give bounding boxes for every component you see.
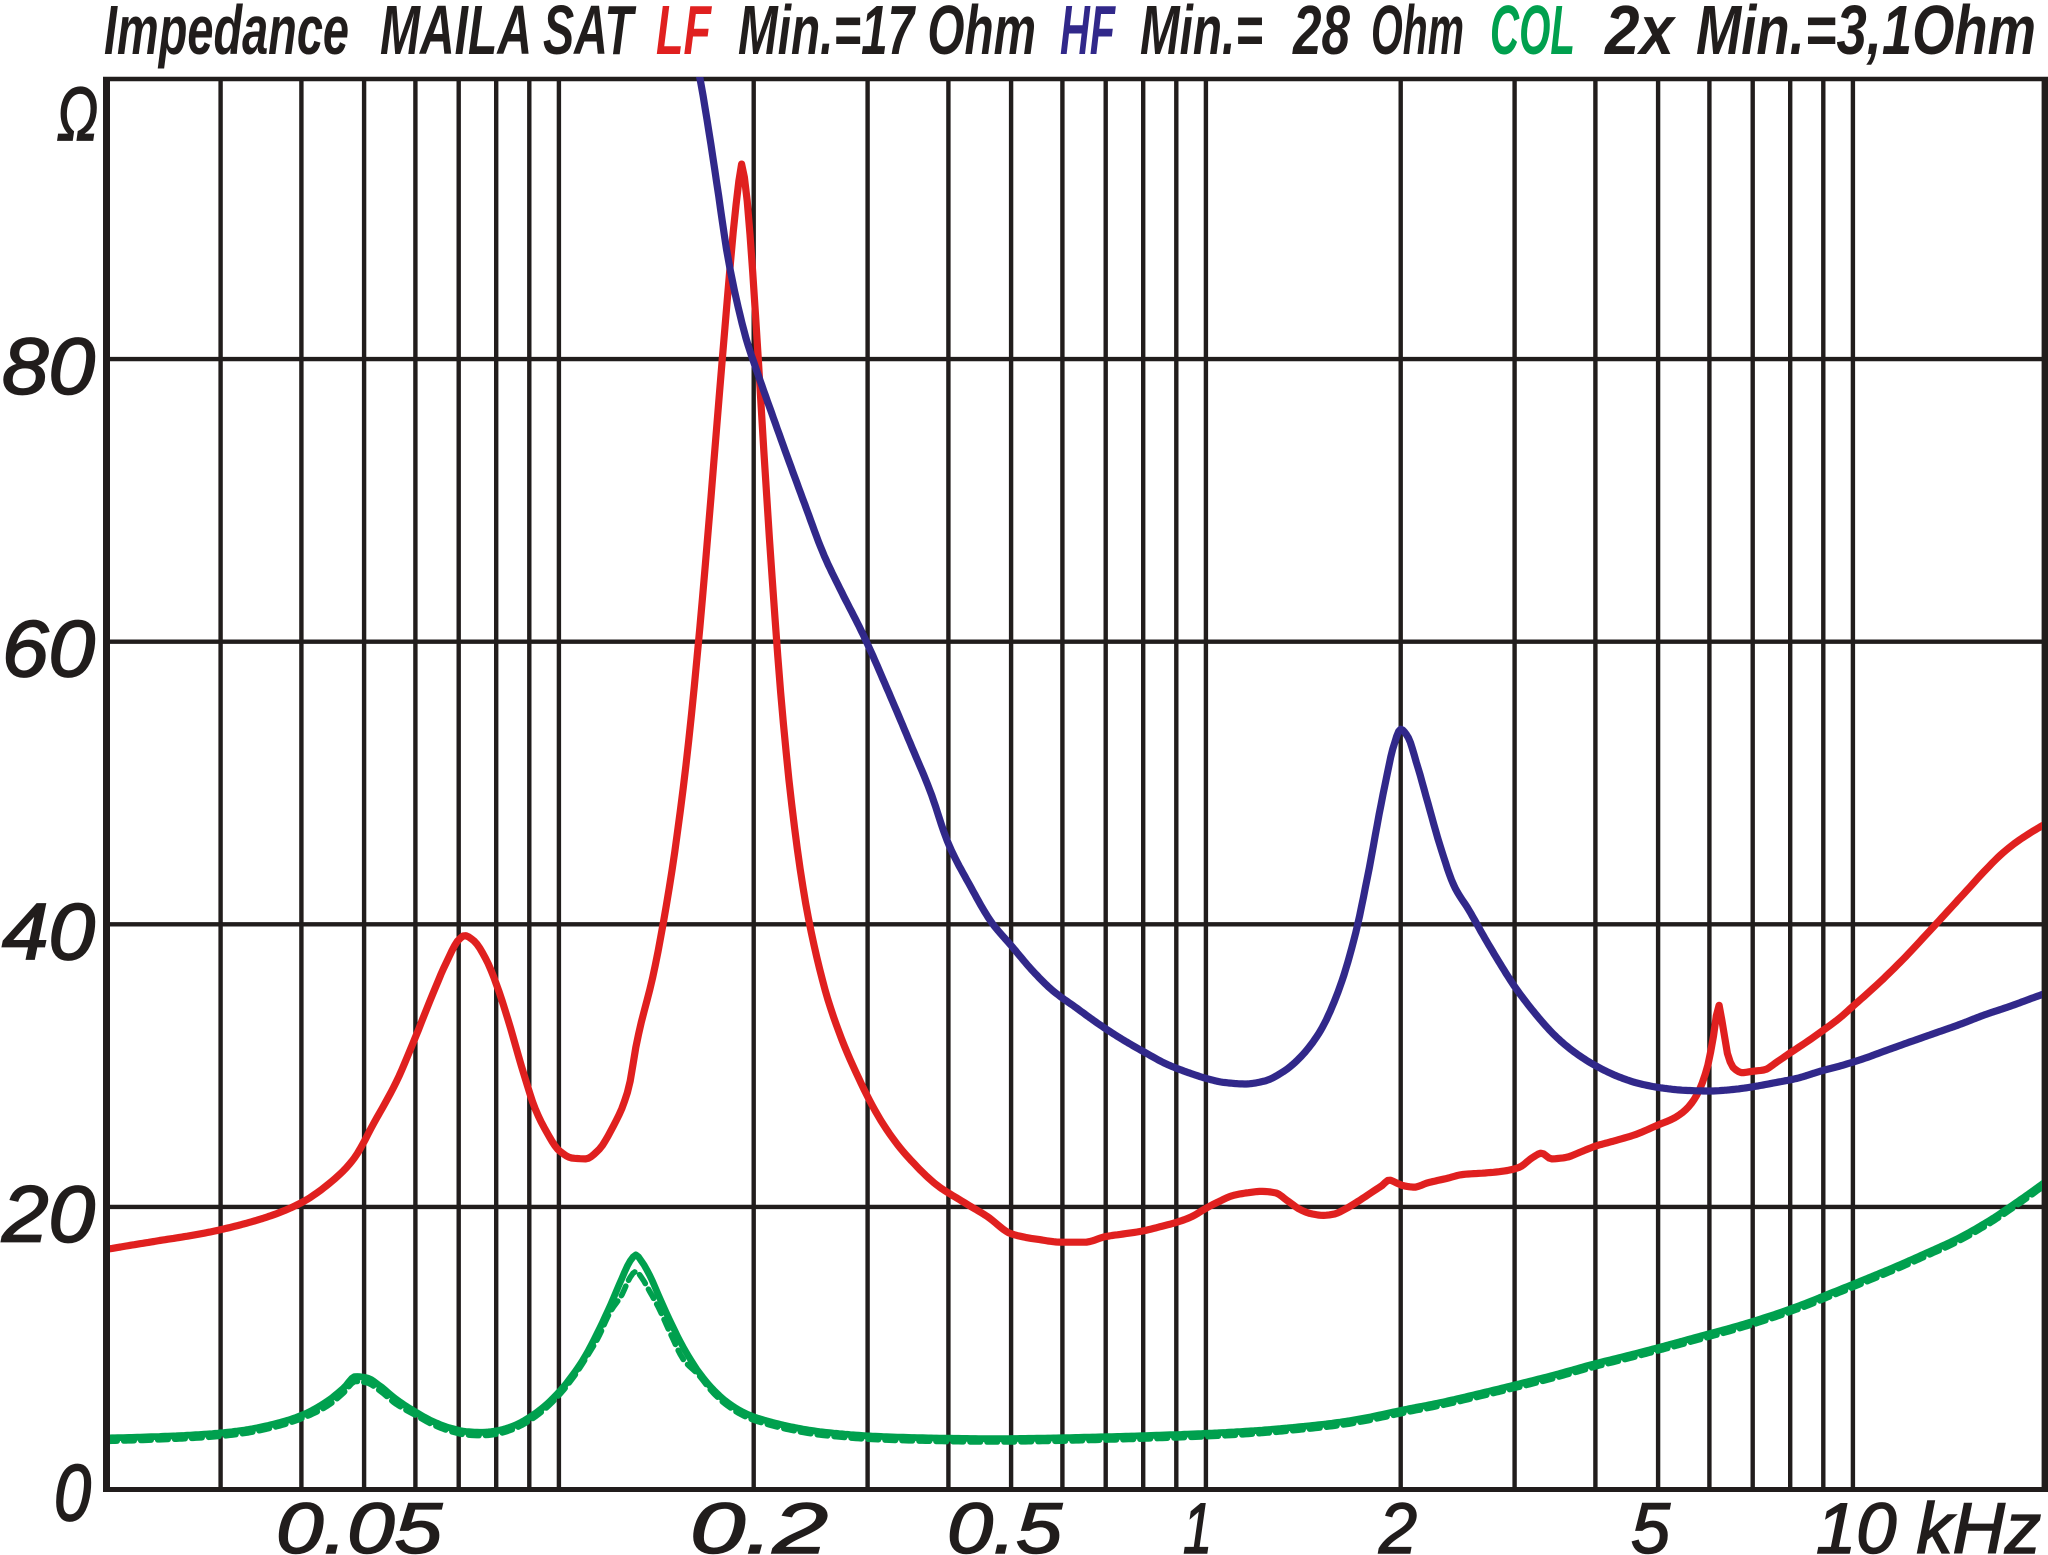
svg-text:MAILA: MAILA	[380, 0, 532, 69]
svg-text:LF: LF	[656, 0, 712, 69]
svg-text:Min.=: Min.=	[1140, 0, 1263, 69]
svg-text:Min.=17 Ohm: Min.=17 Ohm	[738, 0, 1036, 69]
svg-text:60: 60	[2, 604, 95, 693]
svg-text:0.2: 0.2	[690, 1490, 828, 1555]
svg-text:HF: HF	[1060, 0, 1116, 69]
svg-text:SAT: SAT	[543, 0, 636, 69]
svg-text:Ohm: Ohm	[1371, 0, 1464, 69]
svg-text:10 kHz: 10 kHz	[1816, 1490, 2041, 1555]
svg-text:2: 2	[1378, 1490, 1417, 1555]
svg-text:80: 80	[2, 322, 95, 411]
svg-text:0.5: 0.5	[947, 1490, 1063, 1555]
svg-text:5: 5	[1631, 1490, 1670, 1555]
svg-text:COL: COL	[1490, 0, 1575, 69]
svg-text:40: 40	[2, 887, 95, 976]
svg-text:Ω: Ω	[57, 72, 98, 156]
svg-text:0: 0	[54, 1448, 91, 1537]
svg-text:0.05: 0.05	[276, 1490, 443, 1555]
svg-text:Impedance: Impedance	[104, 0, 349, 69]
svg-text:28: 28	[1292, 0, 1351, 69]
svg-text:Min.=3,1Ohm: Min.=3,1Ohm	[1696, 0, 2036, 69]
svg-text:2x: 2x	[1603, 0, 1676, 69]
svg-text:20: 20	[1, 1169, 95, 1258]
svg-text:1: 1	[1183, 1490, 1212, 1555]
